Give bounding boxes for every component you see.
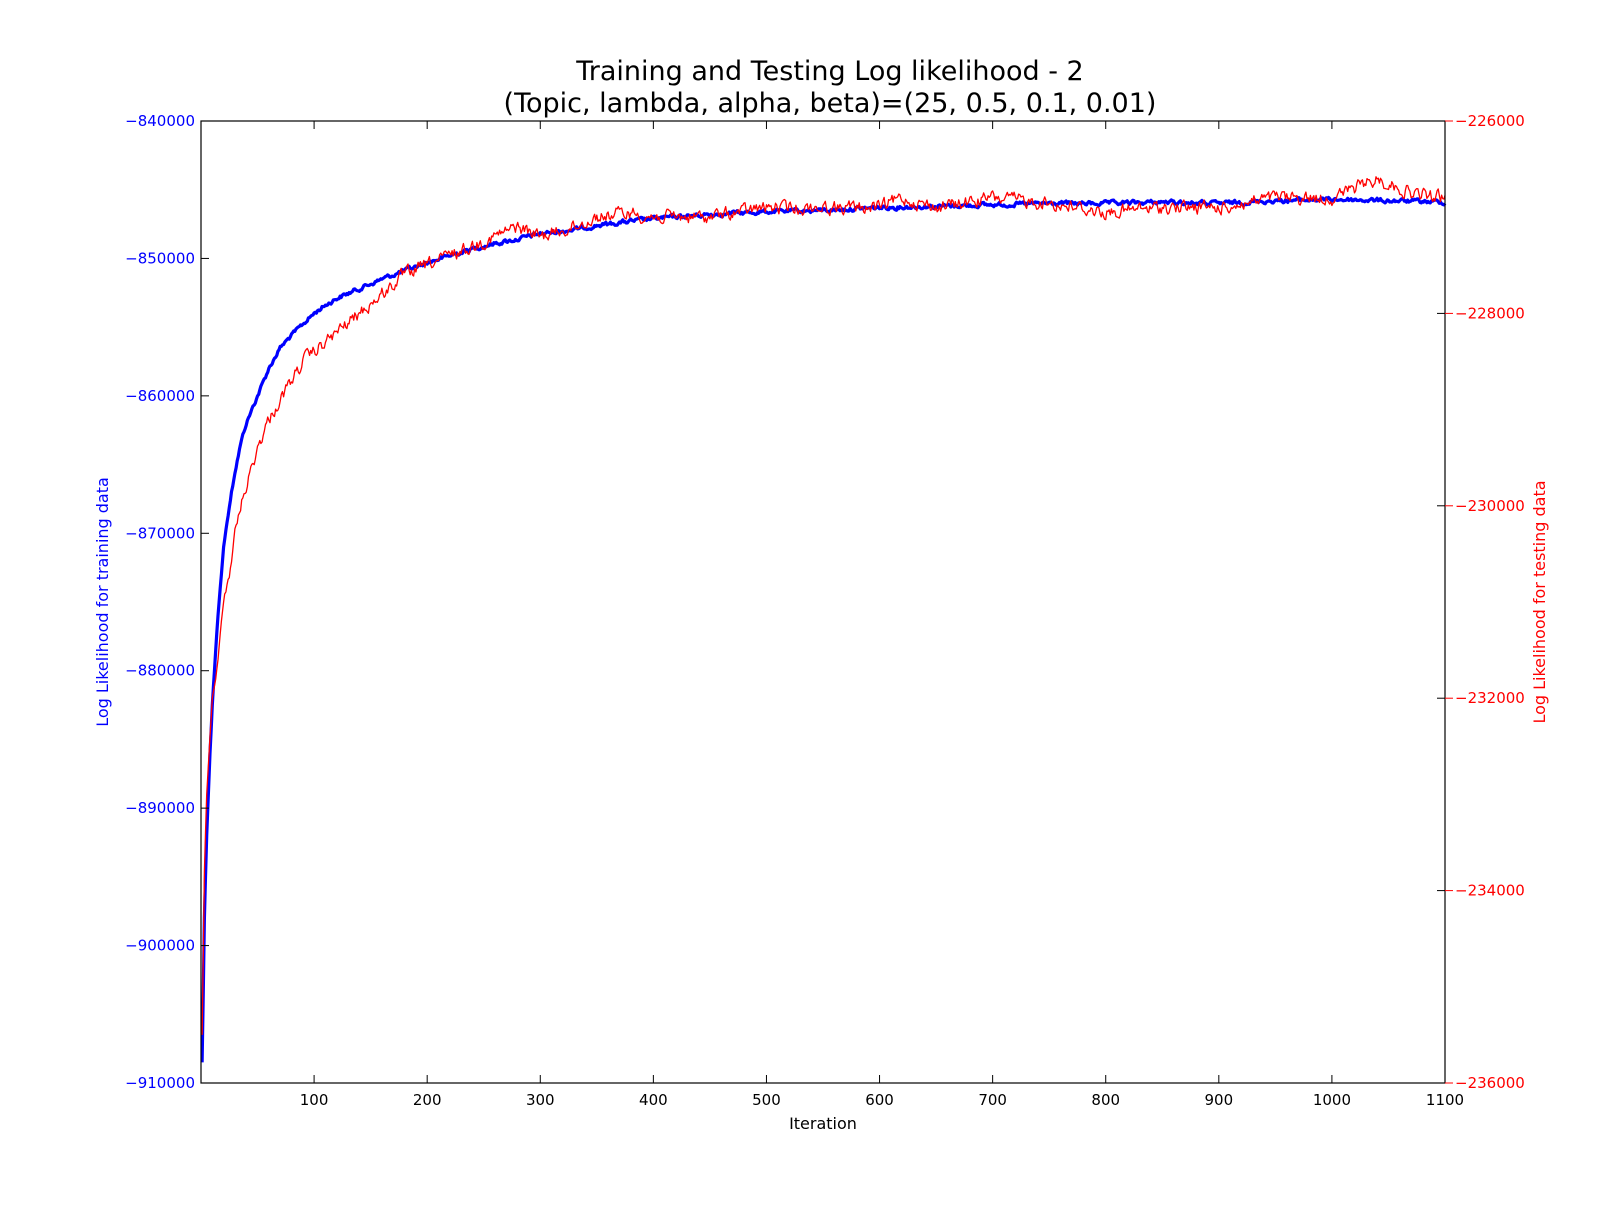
chart-title: Training and Testing Log likelihood - 2 <box>575 56 1083 87</box>
y-left-tick-label: −870000 <box>125 524 195 542</box>
y-right-axis-ticks: −226000 −228000 −230000 −232000 −234000 −2360… <box>1437 112 1525 1092</box>
testing-series-line <box>201 176 1446 1035</box>
x-tick-label: 500 <box>752 1091 781 1109</box>
x-tick-label: 1100 <box>1426 1091 1464 1109</box>
y-right-tick-label: −234000 <box>1455 882 1525 900</box>
y-right-tick-label: −232000 <box>1455 689 1525 707</box>
x-tick-label: 100 <box>300 1091 329 1109</box>
x-tick-label: 800 <box>1091 1091 1120 1109</box>
y-right-tick-label: −230000 <box>1455 497 1525 515</box>
y-left-tick-label: −840000 <box>125 112 195 130</box>
y-right-tick-label: −236000 <box>1455 1074 1525 1092</box>
y-left-axis-label: Log Likelihood for training data <box>93 477 112 727</box>
x-tick-label: 200 <box>413 1091 442 1109</box>
y-left-tick-label: −890000 <box>125 799 195 817</box>
y-left-axis-ticks: −840000 −850000 −860000 −870000 −880000 −8900… <box>125 112 209 1092</box>
y-left-tick-label: −910000 <box>125 1074 195 1092</box>
y-left-tick-label: −850000 <box>125 249 195 267</box>
x-tick-label: 900 <box>1204 1091 1233 1109</box>
x-tick-label: 400 <box>639 1091 668 1109</box>
chart-subtitle: (Topic, lambda, alpha, beta)=(25, 0.5, 0… <box>504 88 1157 119</box>
x-axis-ticks: 100 200 300 400 500 600 700 800 900 1000 1100 <box>300 121 1464 1109</box>
x-tick-label: 700 <box>978 1091 1007 1109</box>
training-series-line <box>200 195 1447 1063</box>
x-tick-label: 600 <box>865 1091 894 1109</box>
x-tick-label: 1000 <box>1313 1091 1351 1109</box>
y-right-tick-label: −228000 <box>1455 304 1525 322</box>
y-left-tick-label: −860000 <box>125 387 195 405</box>
y-left-tick-label: −880000 <box>125 662 195 680</box>
y-right-axis-label: Log Likelihood for testing data <box>1530 480 1549 723</box>
x-axis-label: Iteration <box>789 1114 857 1133</box>
plot-frame <box>200 120 1446 1084</box>
x-tick-label: 300 <box>526 1091 555 1109</box>
series-layer <box>200 176 1447 1063</box>
y-right-tick-label: −226000 <box>1455 112 1525 130</box>
y-left-tick-label: −900000 <box>125 937 195 955</box>
